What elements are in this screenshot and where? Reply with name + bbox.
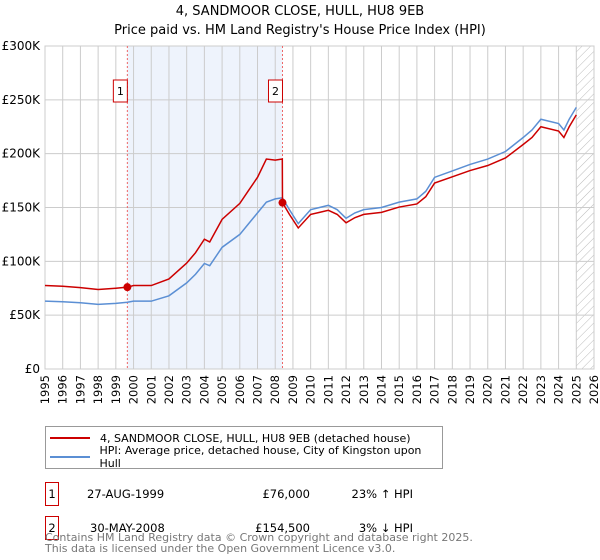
plot-border <box>44 45 595 370</box>
x-tick-label: 1999 <box>109 375 123 404</box>
sale-date: 30-MAY-2008 <box>90 521 165 535</box>
x-tick-label: 2009 <box>286 375 300 404</box>
hpi-line <box>44 106 577 306</box>
footer: Contains HM Land Registry data © Crown c… <box>45 532 473 554</box>
sale-badge: 1 <box>45 482 59 506</box>
sale-row: 2 30-MAY-2008 £154,500 3% ↓ HPI <box>45 516 445 540</box>
red-line-swatch <box>50 437 90 439</box>
sale-annotation-box <box>112 79 128 103</box>
x-tick-label: 1995 <box>38 375 52 404</box>
x-tick-label: 2006 <box>233 375 247 404</box>
x-tick-label: 2013 <box>357 375 371 404</box>
x-tick-label: 1998 <box>91 375 105 404</box>
x-tick-label: 2025 <box>569 375 583 404</box>
legend: 4, SANDMOOR CLOSE, HULL, HU8 9EB (detach… <box>45 426 443 470</box>
sale-badge: 2 <box>45 516 59 540</box>
x-tick-label: 2021 <box>498 375 512 404</box>
sale-annotation-box <box>267 79 283 103</box>
x-tick-label: 2022 <box>516 375 530 404</box>
x-tick-label: 2018 <box>445 375 459 404</box>
sale-point <box>278 198 287 207</box>
sale-price: £154,500 <box>255 521 310 535</box>
sale-annotation-label: 2 <box>272 85 279 98</box>
chart-title: 4, SANDMOOR CLOSE, HULL, HU8 9EB <box>175 4 425 19</box>
x-tick-label: 2017 <box>428 375 442 404</box>
x-tick-label: 2010 <box>304 375 318 404</box>
y-tick-label: £50K <box>9 308 41 322</box>
price-paid-line <box>44 114 577 291</box>
sale-row: 1 27-AUG-1999 £76,000 23% ↑ HPI <box>45 482 445 506</box>
x-tick-label: 1997 <box>73 375 87 404</box>
x-tick-label: 2024 <box>552 375 566 404</box>
x-tick-label: 2019 <box>463 375 477 404</box>
legend-item-property: 4, SANDMOOR CLOSE, HULL, HU8 9EB (detach… <box>50 430 411 446</box>
sale-hpi-diff: 3% ↓ HPI <box>358 521 413 535</box>
x-tick-label: 1996 <box>56 375 70 404</box>
x-tick-label: 2011 <box>321 375 335 404</box>
sale-date: 27-AUG-1999 <box>87 487 165 501</box>
blue-line-swatch <box>50 456 90 458</box>
y-tick-label: £300K <box>2 39 42 53</box>
x-tick-label: 2012 <box>339 375 353 404</box>
x-tick-label: 2005 <box>215 375 229 404</box>
x-tick-label: 2004 <box>197 375 211 404</box>
legend-label: HPI: Average price, detached house, City… <box>99 444 422 470</box>
footer-copyright: Contains HM Land Registry data © Crown c… <box>45 531 473 544</box>
x-tick-label: 2007 <box>251 375 265 404</box>
legend-item-hpi: HPI: Average price, detached house, City… <box>50 444 442 470</box>
sale-point <box>123 283 132 292</box>
x-tick-label: 2023 <box>534 375 548 404</box>
footer-licence: This data is licensed under the Open Gov… <box>45 542 396 555</box>
y-tick-label: £0 <box>25 362 40 376</box>
chart-subtitle: Price paid vs. HM Land Registry's House … <box>114 23 486 38</box>
x-tick-label: 2016 <box>410 375 424 404</box>
y-tick-label: £200K <box>2 147 42 161</box>
x-tick-label: 2001 <box>144 375 158 404</box>
legend-label: 4, SANDMOOR CLOSE, HULL, HU8 9EB (detach… <box>100 431 411 445</box>
x-tick-label: 2003 <box>180 375 194 404</box>
x-tick-label: 2002 <box>162 375 176 404</box>
sale-price: £76,000 <box>262 487 310 501</box>
y-tick-label: £250K <box>2 93 42 107</box>
x-tick-label: 2015 <box>392 375 406 404</box>
y-tick-label: £150K <box>2 201 42 215</box>
x-tick-label: 2014 <box>374 375 388 404</box>
price-chart: 1995 1996 1997 1998 1999 2000 2001 2002 2003 2004… <box>2 39 600 404</box>
sale-hpi-diff: 23% ↑ HPI <box>351 487 413 501</box>
x-tick-label: 2008 <box>268 375 282 404</box>
x-tick-label: 2026 <box>587 375 600 404</box>
y-tick-label: £100K <box>2 254 42 268</box>
x-tick-label: 2020 <box>481 375 495 404</box>
x-tick-label: 2000 <box>127 375 141 404</box>
sale-annotation-label: 1 <box>117 85 124 98</box>
